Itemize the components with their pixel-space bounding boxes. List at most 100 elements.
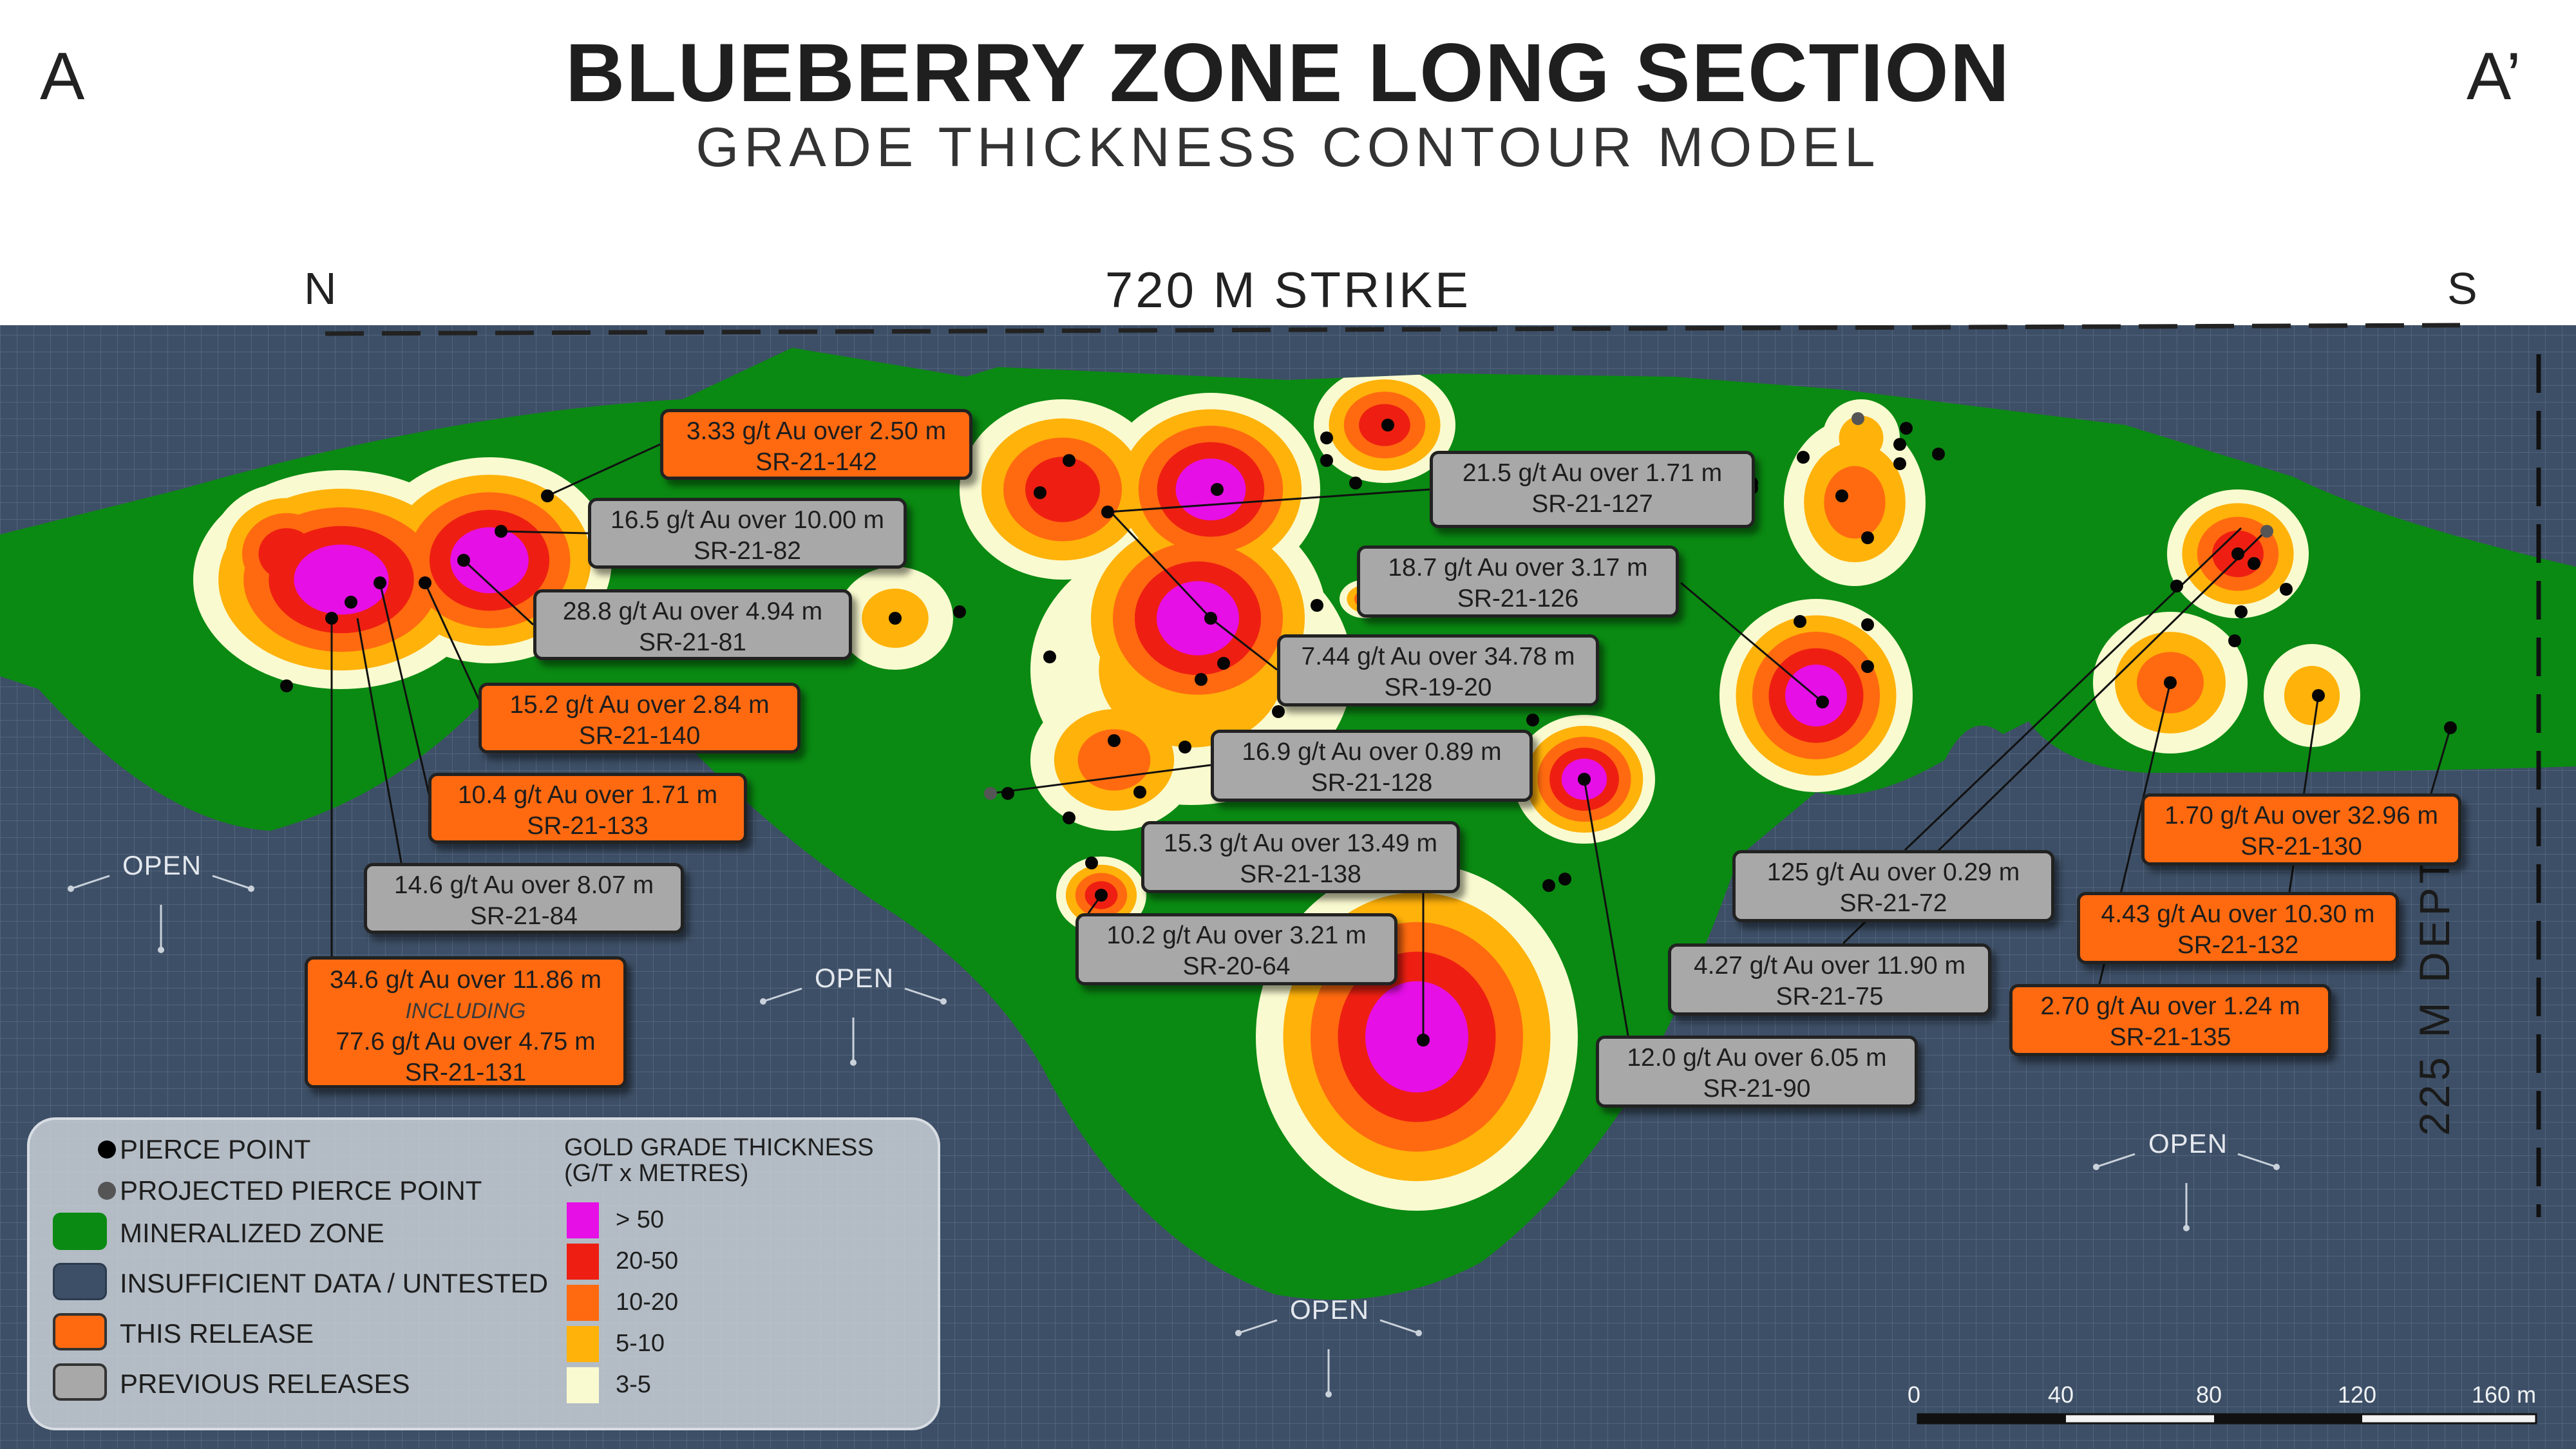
open-arrow-head xyxy=(940,998,947,1005)
pierce-point xyxy=(1101,506,1114,518)
grade-contour xyxy=(1839,415,1884,460)
pierce-point xyxy=(1095,889,1108,902)
open-arrow-head xyxy=(760,998,766,1005)
grade-contour xyxy=(1157,581,1239,656)
leader-line xyxy=(1107,488,1430,513)
pierce-point xyxy=(1108,734,1121,747)
leader-line xyxy=(379,582,433,806)
legend-mineralized-zone: MINERALIZED ZONE xyxy=(120,1218,384,1248)
north-label: N xyxy=(304,263,337,314)
drill-label-line: 16.5 g/t Au over 10.00 m xyxy=(611,506,884,534)
drill-label-sr-21-142: 3.33 g/t Au over 2.50 m SR-21-142 xyxy=(660,409,972,480)
leader-line xyxy=(547,443,661,497)
drill-label-sr-21-131: 34.6 g/t Au over 11.86 m INCLUDING 77.6 g/… xyxy=(305,956,627,1088)
open-label: OPEN xyxy=(815,963,895,993)
projected-pierce-point xyxy=(1852,412,1864,425)
pierce-point xyxy=(374,576,386,589)
drill-label-line: 2.70 g/t Au over 1.24 m xyxy=(2040,992,2300,1020)
untested-swatch xyxy=(53,1263,107,1300)
pierce-point xyxy=(1861,660,1874,673)
drill-label-sr-21-128: 16.9 g/t Au over 0.89 m SR-21-128 xyxy=(1211,730,1533,802)
open-arrow xyxy=(70,875,110,890)
grade-contour xyxy=(1025,457,1100,522)
pierce-point xyxy=(1861,531,1874,544)
drill-label-sr-21-138: 15.3 g/t Au over 13.49 m SR-21-138 xyxy=(1141,821,1460,893)
drill-label-line: SR-21-131 xyxy=(404,1059,527,1086)
pierce-point xyxy=(1835,489,1848,502)
drill-label-sr-21-126: 18.7 g/t Au over 3.17 m SR-21-126 xyxy=(1357,545,1679,618)
pierce-point xyxy=(1349,477,1362,489)
gt-swatch-10-20 xyxy=(567,1285,599,1321)
pierce-point xyxy=(1204,612,1217,625)
drill-label-line: SR-21-72 xyxy=(1839,889,1947,917)
projected-pierce-point xyxy=(2260,525,2273,538)
section-start-label: A xyxy=(40,39,85,114)
pierce-point xyxy=(1893,457,1906,470)
drill-label-line: SR-21-81 xyxy=(639,629,746,656)
pierce-point xyxy=(1578,773,1591,786)
gt-class-5-10: 5-10 xyxy=(616,1330,665,1357)
drill-label-line: 4.43 g/t Au over 10.30 m xyxy=(2101,900,2375,928)
pierce-point xyxy=(2164,676,2177,689)
pierce-point xyxy=(1893,438,1906,451)
section-end-label: A’ xyxy=(2467,39,2521,114)
drill-label-line: INCLUDING xyxy=(405,999,526,1023)
pierce-point xyxy=(495,525,507,538)
drill-label-sr-21-140: 15.2 g/t Au over 2.84 m SR-21-140 xyxy=(478,683,800,753)
scale-tick-40: 40 xyxy=(2048,1381,2074,1408)
gt-legend-title: GOLD GRADE THICKNESS xyxy=(564,1134,874,1161)
scale-tick-0: 0 xyxy=(1908,1381,1921,1408)
drill-label-line: 3.33 g/t Au over 2.50 m xyxy=(686,417,947,445)
drill-label-line: 77.6 g/t Au over 4.75 m xyxy=(336,1028,596,1056)
pierce-point xyxy=(1320,431,1333,444)
legend-insufficient: INSUFFICIENT DATA / UNTESTED xyxy=(120,1268,549,1298)
scale-tick-120: 120 xyxy=(2338,1381,2377,1408)
legend-pierce-point: PIERCE POINT xyxy=(120,1134,311,1164)
drill-label-line: 14.6 g/t Au over 8.07 m xyxy=(393,871,654,899)
drill-label-sr-20-64: 10.2 g/t Au over 3.21 m SR-20-64 xyxy=(1075,913,1397,985)
pierce-point xyxy=(345,596,357,609)
open-arrow-head xyxy=(2183,1225,2190,1231)
pierce-point xyxy=(1861,618,1874,631)
leader-line xyxy=(1583,779,1629,1036)
scale-tick-160: 160 m xyxy=(2472,1381,2537,1408)
drill-label-line: SR-20-64 xyxy=(1182,952,1291,980)
leader-lines xyxy=(330,443,2452,1040)
open-label: OPEN xyxy=(122,850,202,880)
pierce-point xyxy=(2235,605,2248,618)
drill-label-sr-19-20: 7.44 g/t Au over 34.78 m SR-19-20 xyxy=(1277,634,1599,706)
leader-line xyxy=(990,764,1211,795)
pierce-point xyxy=(2280,583,2293,596)
drill-label-line: 15.2 g/t Au over 2.84 m xyxy=(509,691,770,719)
drill-label-line: SR-21-130 xyxy=(2240,833,2362,860)
pierce-point xyxy=(2228,634,2241,647)
drill-label-line: SR-21-75 xyxy=(1776,983,1884,1010)
pierce-point xyxy=(2312,689,2325,702)
pierce-point xyxy=(1311,599,1323,612)
pierce-point xyxy=(1272,705,1285,718)
leader-line xyxy=(1106,507,1212,620)
strike-label: 720 M STRIKE xyxy=(1104,261,1472,318)
drill-label-line: 125 g/t Au over 0.29 m xyxy=(1766,858,2020,886)
scale-tick-80: 80 xyxy=(2196,1381,2222,1408)
pierce-point xyxy=(1558,873,1571,886)
drill-label-line: SR-21-128 xyxy=(1311,769,1433,797)
pierce-point xyxy=(1797,451,1810,464)
pierce-point xyxy=(1211,483,1224,496)
open-arrows xyxy=(68,875,2280,1397)
pierce-point xyxy=(1900,422,1913,435)
gt-legend-units: (G/T x METRES) xyxy=(564,1160,749,1187)
pierce-point xyxy=(1542,879,1555,892)
gt-class-20-50: 20-50 xyxy=(616,1247,679,1274)
gt-class-10-20: 10-20 xyxy=(616,1289,679,1316)
drill-label-line: 21.5 g/t Au over 1.71 m xyxy=(1462,459,1723,487)
pierce-point-icon xyxy=(98,1141,116,1159)
open-arrow xyxy=(212,875,252,890)
drill-label-line: 16.9 g/t Au over 0.89 m xyxy=(1242,738,1502,766)
drill-label-sr-21-84: 14.6 g/t Au over 8.07 m SR-21-84 xyxy=(364,863,684,934)
drill-label-line: 10.4 g/t Au over 1.71 m xyxy=(457,781,718,809)
pierce-point xyxy=(1217,657,1230,670)
strike-line xyxy=(325,323,2461,336)
open-arrow-head xyxy=(68,886,74,892)
south-label: S xyxy=(2447,263,2477,314)
